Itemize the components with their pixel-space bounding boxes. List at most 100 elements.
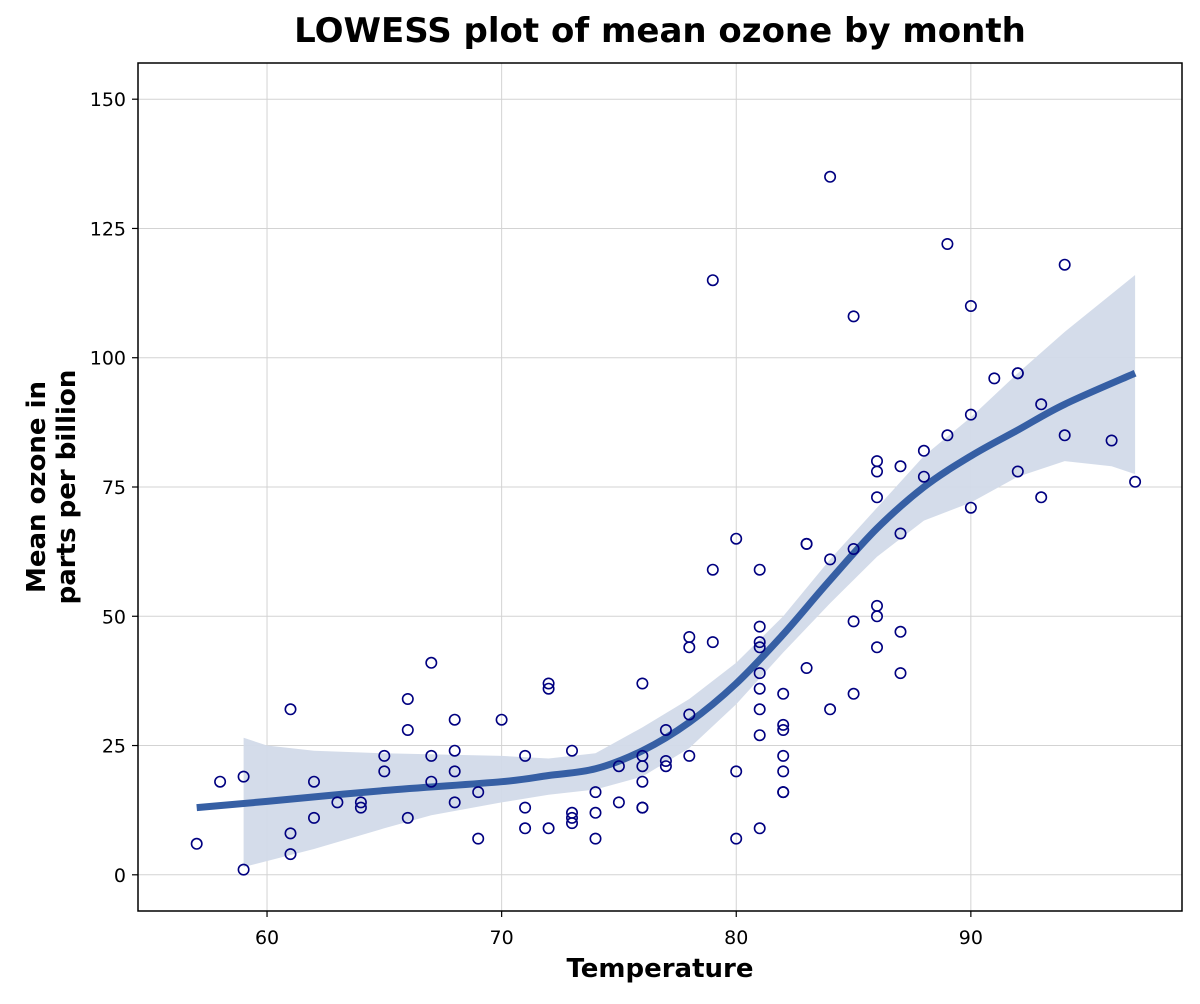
data-point (847, 310, 860, 323)
data-point (941, 429, 954, 442)
data-point (425, 656, 438, 669)
x-axis-ticks: 60 70 80 90 (255, 911, 983, 949)
data-point (1035, 398, 1048, 411)
data-point (988, 372, 1001, 385)
y-tick-label: 0 (114, 865, 126, 887)
data-point (425, 749, 438, 762)
data-point (753, 636, 766, 649)
data-point (214, 775, 227, 788)
data-point (941, 238, 954, 251)
data-point (753, 620, 766, 633)
data-point (1058, 429, 1071, 442)
data-point (378, 765, 391, 778)
data-point (753, 667, 766, 680)
y-axis-title-line-1: Mean ozone in (22, 381, 52, 593)
data-point (284, 827, 297, 840)
data-point (659, 754, 672, 767)
x-tick-label: 70 (490, 927, 514, 949)
data-point (284, 848, 297, 861)
data-point (448, 796, 461, 809)
x-tick-label: 90 (959, 927, 983, 949)
data-points (190, 170, 1142, 876)
data-point (565, 817, 578, 830)
data-point (237, 863, 250, 876)
data-point (964, 501, 977, 514)
data-point (894, 527, 907, 540)
data-point (659, 723, 672, 736)
data-point (777, 723, 790, 736)
confidence-band (243, 275, 1136, 867)
y-axis-ticks: 0 25 50 75 100 125 150 (90, 89, 138, 887)
data-point (870, 491, 883, 504)
data-point (753, 641, 766, 654)
data-point (894, 460, 907, 473)
y-tick-label: 25 (102, 736, 126, 758)
y-tick-label: 150 (90, 89, 126, 111)
data-point (847, 542, 860, 555)
data-point (1129, 475, 1142, 488)
data-point (542, 677, 555, 690)
data-point (472, 832, 485, 845)
data-point (1011, 367, 1024, 380)
confidence-band-layer (243, 275, 1136, 867)
data-point (683, 641, 696, 654)
data-point (730, 765, 743, 778)
chart-title: LOWESS plot of mean ozone by month (294, 11, 1026, 51)
data-point (683, 708, 696, 721)
data-point (354, 796, 367, 809)
data-point (542, 822, 555, 835)
data-point (917, 470, 930, 483)
data-point (824, 703, 837, 716)
data-point (425, 775, 438, 788)
data-point (683, 630, 696, 643)
data-point (237, 770, 250, 783)
data-point (777, 765, 790, 778)
data-point (589, 786, 602, 799)
data-point (870, 641, 883, 654)
data-point (1105, 434, 1118, 447)
data-point (777, 786, 790, 799)
data-point (894, 667, 907, 680)
data-point (448, 744, 461, 757)
data-point (448, 765, 461, 778)
data-point (870, 610, 883, 623)
data-point (964, 299, 977, 312)
data-point (472, 786, 485, 799)
data-point (753, 682, 766, 695)
data-point (870, 465, 883, 478)
data-point (730, 832, 743, 845)
x-axis-title: Temperature (566, 954, 753, 984)
data-point (824, 170, 837, 183)
data-point (354, 801, 367, 814)
x-tick-label: 60 (255, 927, 279, 949)
data-point (753, 563, 766, 576)
data-point (190, 837, 203, 850)
data-point (519, 822, 532, 835)
data-point (870, 455, 883, 468)
data-point (706, 563, 719, 576)
data-point (495, 713, 508, 726)
data-point (777, 749, 790, 762)
data-point (589, 832, 602, 845)
data-point (1035, 491, 1048, 504)
data-point (636, 775, 649, 788)
y-tick-label: 75 (102, 477, 126, 499)
data-point (753, 729, 766, 742)
y-axis-title-line-2: parts per billion (52, 370, 82, 605)
data-point (378, 749, 391, 762)
data-point (706, 274, 719, 287)
data-point (847, 687, 860, 700)
data-point (565, 811, 578, 824)
data-point (753, 703, 766, 716)
data-point (894, 625, 907, 638)
data-point (683, 749, 696, 762)
data-point (777, 718, 790, 731)
data-point (824, 553, 837, 566)
data-point (307, 775, 320, 788)
x-tick-label: 80 (724, 927, 748, 949)
data-point (800, 661, 813, 674)
data-point (331, 796, 344, 809)
data-point (1011, 465, 1024, 478)
